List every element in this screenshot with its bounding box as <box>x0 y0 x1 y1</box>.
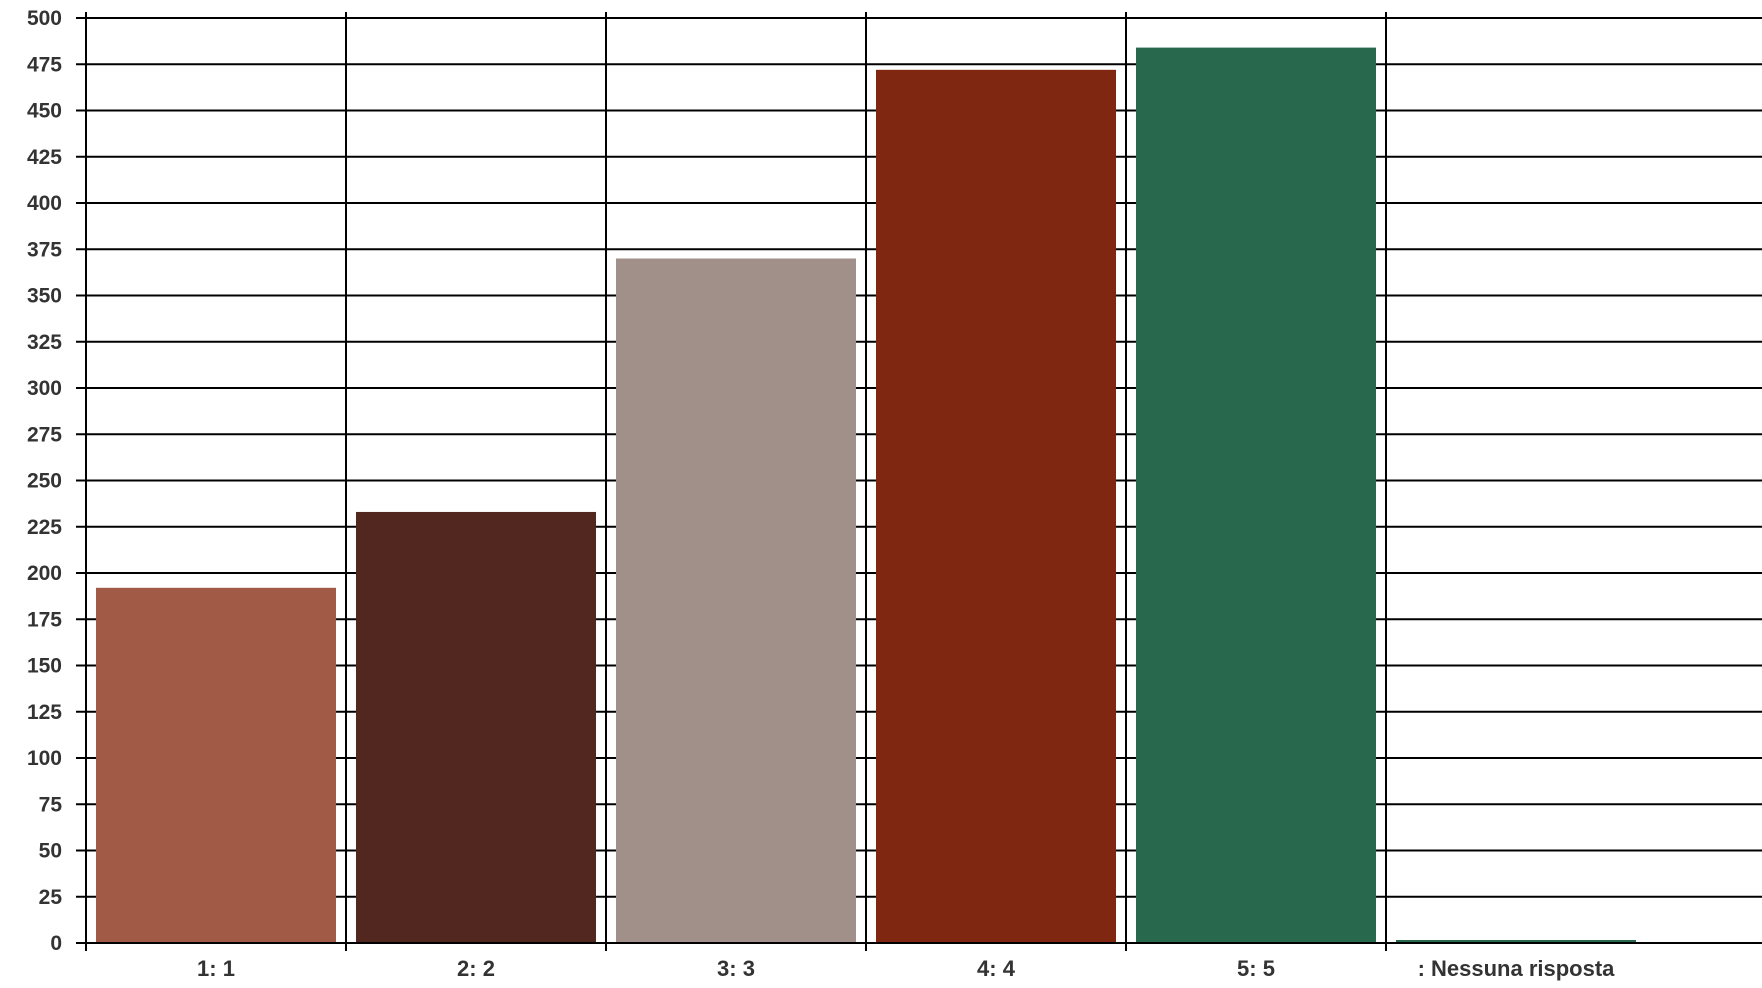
y-tick-label: 200 <box>27 562 62 585</box>
y-tick-label: 500 <box>27 7 62 30</box>
x-tick-label: 1: 1 <box>197 956 235 981</box>
bar <box>96 587 336 943</box>
x-tick-label: 3: 3 <box>717 956 755 981</box>
x-tick-label: 2: 2 <box>457 956 495 981</box>
y-tick-label: 150 <box>27 655 62 678</box>
y-tick-label: 0 <box>50 932 62 955</box>
bar <box>356 511 596 943</box>
y-tick-label: 475 <box>27 53 62 76</box>
y-tick-label: 325 <box>27 331 62 354</box>
y-tick-label: 425 <box>27 146 62 169</box>
bars-layer <box>96 47 1636 944</box>
x-tick-label: 4: 4 <box>977 956 1016 981</box>
y-tick-label: 400 <box>27 192 62 215</box>
y-tick-labels: 0 25 50 75 100 125 150 175 200 225 250 275 300 325 350… <box>27 7 62 955</box>
y-tick-label: 225 <box>27 516 62 539</box>
y-tick-label: 100 <box>27 747 62 770</box>
y-tick-label: 275 <box>27 423 62 446</box>
y-tick-label: 450 <box>27 100 62 123</box>
y-tick-label: 50 <box>39 840 62 863</box>
bar <box>876 69 1116 944</box>
y-tick-label: 300 <box>27 377 62 400</box>
y-tick-label: 75 <box>39 793 63 816</box>
y-tick-label: 250 <box>27 470 62 493</box>
bar <box>1136 47 1376 944</box>
y-tick-label: 175 <box>27 608 62 631</box>
bar <box>616 258 856 943</box>
x-tick-labels: 1: 1 2: 2 3: 3 4: 4 5: 5 : Nessuna risposta <box>197 956 1615 981</box>
bar <box>1396 940 1636 943</box>
y-tick-label: 375 <box>27 238 62 261</box>
x-tick-label: : Nessuna risposta <box>1418 956 1616 981</box>
y-tick-label: 25 <box>39 886 63 909</box>
y-tick-label: 125 <box>27 701 62 724</box>
y-tick-label: 350 <box>27 285 62 308</box>
x-tick-label: 5: 5 <box>1237 956 1275 981</box>
